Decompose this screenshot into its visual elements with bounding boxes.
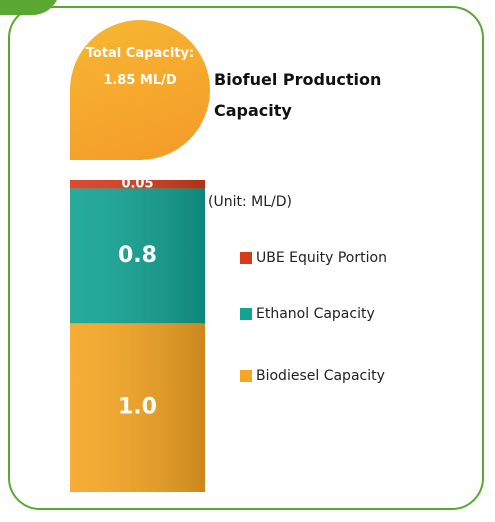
total-badge — [70, 20, 210, 160]
chart-title: Biofuel Production Capacity — [214, 70, 382, 120]
data-label: 0.05 — [121, 177, 153, 192]
legend-label: Ethanol Capacity — [256, 306, 375, 322]
card — [8, 6, 484, 510]
data-label: 0.8 — [118, 243, 157, 268]
legend-label: Biodiesel Capacity — [256, 368, 385, 384]
bar-shade — [70, 323, 205, 492]
data-label: 1.0 — [118, 395, 157, 420]
legend-swatch — [240, 370, 252, 382]
legend-swatch — [240, 252, 252, 264]
bar-shade — [70, 180, 205, 189]
legend-swatch — [240, 308, 252, 320]
bar-shade — [70, 188, 205, 324]
legend-label: UBE Equity Portion — [256, 250, 387, 266]
total-label: Total Capacity: 1.85 ML/D — [85, 46, 195, 88]
unit-label: (Unit: ML/D) — [208, 194, 292, 210]
corner-tab — [0, 0, 60, 15]
